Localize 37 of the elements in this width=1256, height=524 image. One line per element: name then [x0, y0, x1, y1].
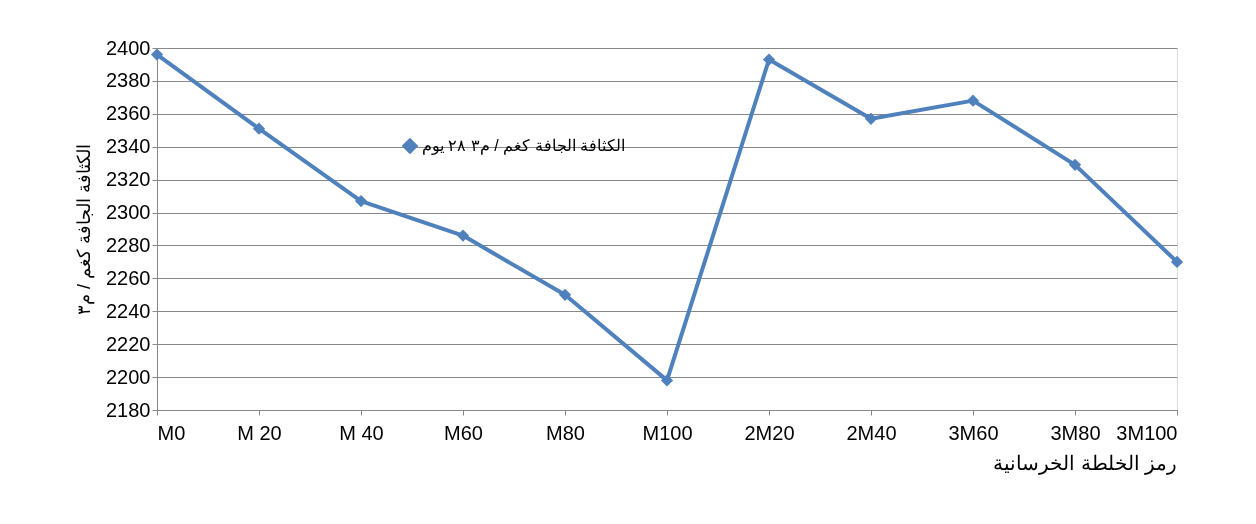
- y-tick-label: 2240: [106, 299, 151, 322]
- x-tick-label: 3M80: [1050, 421, 1101, 444]
- point: [354, 194, 368, 208]
- y-tick-label: 2280: [106, 233, 151, 256]
- point: [252, 122, 266, 135]
- point: [966, 94, 980, 107]
- y-tick-label: 2300: [106, 201, 151, 224]
- x-tick-label: M100: [642, 421, 693, 444]
- point: [660, 374, 674, 387]
- point: [762, 53, 776, 66]
- point: [1068, 158, 1082, 171]
- y-tick-label: 2180: [106, 398, 151, 421]
- y-tick-label: 2380: [106, 69, 151, 92]
- x-tick-label: M60: [444, 421, 483, 444]
- y-tick-label: 2320: [106, 168, 151, 191]
- x-tick-label: M80: [546, 421, 585, 444]
- point: [558, 288, 572, 301]
- point: [864, 112, 878, 125]
- point: [1170, 255, 1184, 269]
- x-tick-label: 2M20: [744, 421, 795, 444]
- legend-label: الكثافة الجافة كغم / م٣ ٢٨ يوم: [422, 137, 626, 155]
- x-tick-label: M0: [157, 421, 186, 444]
- y-tick-label: 2260: [106, 266, 151, 289]
- x-tick-label: M 20: [237, 421, 282, 444]
- x-axis-title: رمز الخلطة الخرسانية: [993, 451, 1178, 475]
- x-tick-label: M 40: [339, 421, 384, 444]
- y-tick-label: 2340: [106, 135, 151, 158]
- x-tick-label: 3M100: [1116, 421, 1178, 444]
- point: [456, 229, 470, 242]
- point: [150, 48, 164, 61]
- y-tick-label: 2400: [106, 36, 151, 59]
- y-tick-label: 2360: [106, 102, 151, 125]
- y-tick-label: 2200: [106, 365, 151, 388]
- y-tick-label: 2220: [106, 332, 151, 355]
- x-tick-label: 2M40: [846, 421, 897, 444]
- y-axis-title: الكثافة الجافة كغم / م٣: [74, 143, 96, 316]
- x-tick-label: 3M60: [948, 421, 999, 444]
